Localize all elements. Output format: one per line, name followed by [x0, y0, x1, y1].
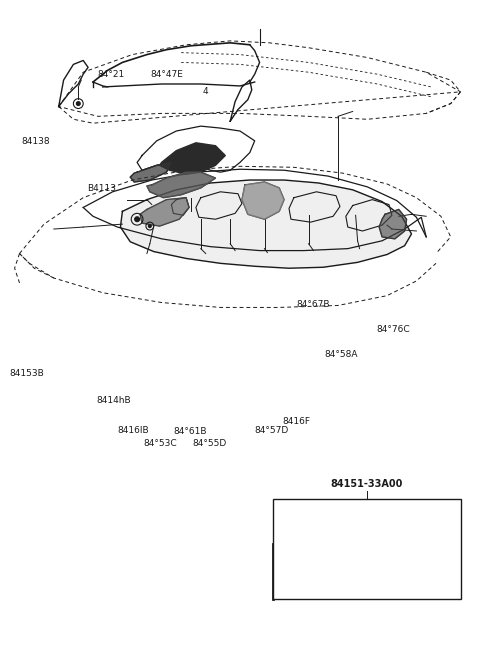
Circle shape	[135, 217, 140, 221]
Text: 84151-33A00: 84151-33A00	[331, 480, 403, 489]
Text: 4: 4	[203, 87, 208, 96]
Polygon shape	[379, 210, 407, 239]
Polygon shape	[130, 162, 171, 182]
Text: 84°61B: 84°61B	[173, 427, 207, 436]
Bar	[273, 499, 461, 599]
Text: 84°47E: 84°47E	[151, 70, 183, 79]
Polygon shape	[295, 509, 423, 549]
Text: 84°21: 84°21	[97, 70, 125, 79]
Text: 84°57D: 84°57D	[254, 426, 288, 435]
Text: 84°58A: 84°58A	[324, 350, 358, 359]
Text: 8414hB: 8414hB	[96, 396, 131, 405]
Text: 84153B: 84153B	[10, 369, 44, 378]
Polygon shape	[160, 143, 225, 174]
Text: 84°76C: 84°76C	[376, 325, 410, 334]
Polygon shape	[140, 198, 189, 226]
Text: 84138: 84138	[21, 137, 50, 147]
Text: 84°55D: 84°55D	[192, 439, 226, 447]
Polygon shape	[147, 172, 216, 198]
Text: 8416lB: 8416lB	[118, 426, 149, 435]
Text: B4113: B4113	[87, 184, 116, 193]
Polygon shape	[242, 182, 284, 219]
Circle shape	[76, 102, 80, 106]
Polygon shape	[120, 180, 411, 268]
Text: 8416F: 8416F	[282, 417, 311, 426]
Text: 84°53C: 84°53C	[144, 439, 177, 447]
Circle shape	[148, 225, 151, 227]
Text: 84°67B: 84°67B	[297, 300, 330, 309]
Text: 500x500x1.6: 500x500x1.6	[337, 572, 397, 581]
